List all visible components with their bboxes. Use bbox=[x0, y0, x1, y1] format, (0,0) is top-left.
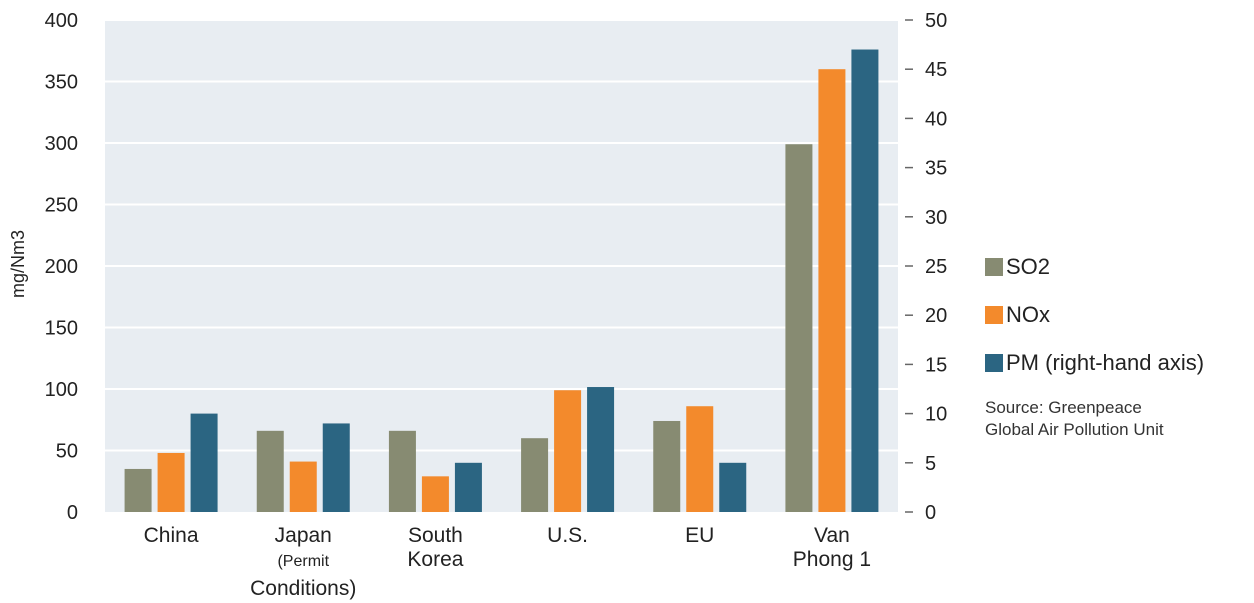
gridlines bbox=[105, 19, 898, 452]
x-category-label: Phong 1 bbox=[793, 548, 871, 571]
y-axis-label: mg/Nm3 bbox=[8, 230, 28, 298]
bar-nox bbox=[157, 452, 185, 512]
legend-label-nox: NOx bbox=[1006, 302, 1050, 327]
legend-label-so2: SO2 bbox=[1006, 254, 1051, 279]
bar-pm bbox=[719, 462, 747, 512]
y-tick-label: 150 bbox=[45, 318, 78, 340]
bar-so2 bbox=[521, 438, 549, 512]
legend-label-pm: PM (right-hand axis) bbox=[1006, 350, 1205, 375]
x-category-label: Japan bbox=[275, 524, 332, 547]
bar-so2 bbox=[256, 430, 284, 512]
left-axis: 0 50 100 150 200 250 300 350 400 bbox=[45, 10, 78, 524]
legend-swatch-pm bbox=[985, 354, 1003, 372]
y-tick-label: 100 bbox=[45, 379, 78, 401]
y2-tick-label: 40 bbox=[925, 108, 947, 130]
bars bbox=[124, 49, 879, 513]
legend-item-pm: PM (right-hand axis) bbox=[985, 348, 1204, 378]
bar-pm bbox=[587, 387, 615, 512]
bar-pm bbox=[851, 49, 879, 513]
x-category-label: Van bbox=[814, 524, 850, 547]
legend-swatch-so2 bbox=[985, 258, 1003, 276]
legend-item-nox: NOx bbox=[985, 300, 1204, 330]
y-tick-label: 400 bbox=[45, 10, 78, 32]
y2-tick-label: 20 bbox=[925, 305, 947, 327]
bar-nox bbox=[289, 461, 317, 512]
y2-tick-label: 45 bbox=[925, 59, 947, 81]
bar-so2 bbox=[388, 430, 416, 512]
x-category-label: U.S. bbox=[547, 524, 588, 547]
x-category-label: EU bbox=[685, 524, 714, 547]
x-category-label: Conditions) bbox=[250, 577, 356, 600]
y-tick-label: 50 bbox=[56, 441, 78, 463]
y-tick-label: 300 bbox=[45, 133, 78, 155]
source-line-1: Source: Greenpeace bbox=[985, 398, 1142, 417]
y2-tick-label: 30 bbox=[925, 207, 947, 229]
legend-swatch-nox bbox=[985, 306, 1003, 324]
x-category-label: (Permit bbox=[277, 553, 329, 570]
y-tick-label: 350 bbox=[45, 72, 78, 94]
source-line-2: Global Air Pollution Unit bbox=[985, 420, 1164, 439]
bar-so2 bbox=[785, 144, 813, 513]
bar-nox bbox=[554, 390, 582, 512]
x-category-label: China bbox=[144, 524, 199, 547]
bar-pm bbox=[454, 462, 482, 512]
bar-nox bbox=[686, 406, 714, 512]
source-annotation: Source: Greenpeace Global Air Pollution … bbox=[985, 397, 1164, 441]
bar-so2 bbox=[653, 420, 681, 512]
bar-pm bbox=[190, 413, 218, 512]
y2-tick-label: 25 bbox=[925, 256, 947, 278]
right-axis: 0 5 10 15 20 25 30 35 40 45 50 bbox=[905, 10, 947, 524]
bar-so2 bbox=[124, 468, 152, 512]
x-category-label: Korea bbox=[407, 548, 463, 571]
y-tick-label: 250 bbox=[45, 195, 78, 217]
legend: SO2 NOx PM (right-hand axis) bbox=[985, 252, 1204, 396]
y-tick-label: 0 bbox=[67, 502, 78, 524]
y-tick-label: 200 bbox=[45, 256, 78, 278]
bar-nox bbox=[818, 69, 846, 512]
y2-tick-label: 50 bbox=[925, 10, 947, 32]
legend-item-so2: SO2 bbox=[985, 252, 1204, 282]
bar-nox bbox=[421, 476, 449, 512]
bar-pm bbox=[322, 423, 350, 512]
y2-tick-label: 35 bbox=[925, 158, 947, 180]
y2-tick-label: 15 bbox=[925, 354, 947, 376]
y2-tick-label: 5 bbox=[925, 453, 936, 475]
y2-tick-label: 10 bbox=[925, 404, 947, 426]
y2-tick-label: 0 bbox=[925, 502, 936, 524]
x-category-label: South bbox=[408, 524, 463, 547]
